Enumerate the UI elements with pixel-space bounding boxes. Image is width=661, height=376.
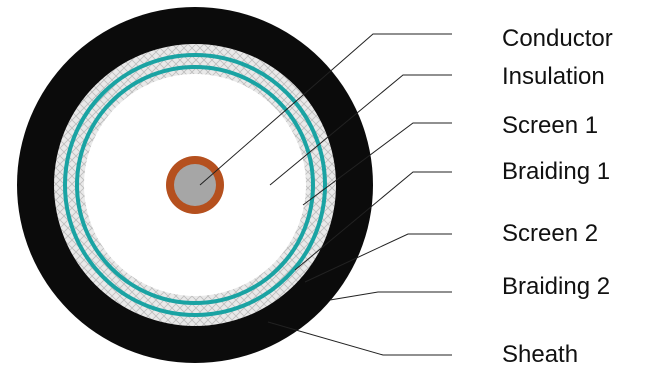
label-screen-1: Screen 1 — [502, 112, 599, 139]
conductor-core — [174, 164, 216, 206]
leader-lines — [199, 33, 452, 356]
leader-line-braiding-1 — [294, 171, 452, 271]
label-screen-2: Screen 2 — [502, 220, 599, 247]
leader-line-screen-1 — [302, 122, 452, 206]
leader-line-insulation — [269, 74, 452, 186]
leader-line-braiding-2 — [329, 291, 452, 301]
leader-line-sheath — [267, 321, 452, 356]
label-insulation: Insulation — [502, 63, 605, 90]
leader-line-conductor — [199, 33, 452, 186]
screen-1-ring — [75, 65, 315, 305]
label-conductor: Conductor — [502, 25, 613, 52]
label-sheath: Sheath — [502, 341, 579, 368]
leader-line-screen-2 — [304, 233, 452, 283]
label-braiding-1: Braiding 1 — [502, 158, 611, 185]
label-braiding-2: Braiding 2 — [502, 273, 611, 300]
screen-2-ring — [63, 53, 327, 317]
